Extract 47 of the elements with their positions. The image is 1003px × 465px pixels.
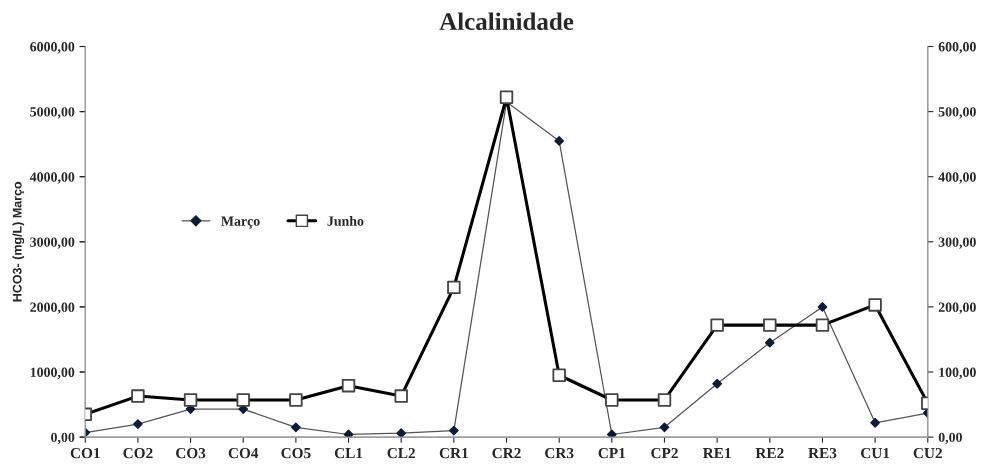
- x-tick-label: CR2: [492, 448, 521, 459]
- y-tick-label: 0,00: [51, 432, 75, 445]
- y2-tick-label: 400,00: [938, 172, 976, 184]
- legend-label: Março: [221, 216, 260, 229]
- x-tick-label: CO2: [123, 448, 153, 459]
- y-tick-label: 3000,00: [30, 237, 75, 249]
- legend-label: Junho: [327, 216, 364, 226]
- y2-tick-label: 100,00: [939, 367, 976, 379]
- point: [712, 378, 723, 389]
- x-tick-label: CL1: [334, 448, 363, 459]
- x-tick-label: CR3: [545, 448, 574, 459]
- y2-tick-label: 200,00: [938, 302, 976, 314]
- point: [817, 302, 828, 312]
- x-tick-label: CO3: [176, 448, 206, 459]
- x-tick-label: CU2: [913, 448, 942, 459]
- y-tick-label: 5000,00: [30, 107, 75, 119]
- y2-tick-label: 300,00: [938, 237, 976, 249]
- x-tick-label: CP1: [598, 448, 626, 459]
- y2-tick-label: 600,00: [938, 42, 976, 54]
- y-tick-label: 1000,00: [30, 367, 75, 379]
- point: [606, 429, 617, 438]
- point: [133, 419, 143, 429]
- point: [870, 417, 880, 428]
- point: [448, 425, 459, 436]
- point: [659, 422, 670, 433]
- y-axis-title: HCO3- (mg/L) Março: [12, 181, 25, 302]
- y-tick-label: 6000,00: [30, 42, 75, 54]
- y2-tick-label: 0,00: [938, 432, 962, 445]
- point: [764, 337, 775, 348]
- x-tick-label: CO4: [228, 448, 259, 459]
- x-tick-label: CU1: [861, 448, 890, 459]
- y-tick-label: 4000,00: [29, 172, 75, 184]
- x-tick-label: RE2: [755, 448, 784, 459]
- point: [343, 429, 354, 438]
- point: [291, 422, 301, 433]
- x-tick-label: CO5: [281, 448, 311, 459]
- x-tick-label: CO1: [70, 448, 100, 459]
- point: [554, 136, 565, 146]
- chart-title: Alcalinidade: [439, 12, 574, 31]
- x-tick-label: CP2: [651, 448, 678, 459]
- x-tick-label: RE1: [702, 448, 731, 459]
- x-tick-label: CR1: [439, 448, 468, 459]
- x-tick-label: RE3: [808, 448, 837, 459]
- point: [396, 428, 407, 438]
- y2-tick-label: 500,00: [938, 107, 976, 119]
- y-tick-label: 2000,00: [30, 302, 75, 314]
- x-tick-label: CL2: [387, 448, 415, 459]
